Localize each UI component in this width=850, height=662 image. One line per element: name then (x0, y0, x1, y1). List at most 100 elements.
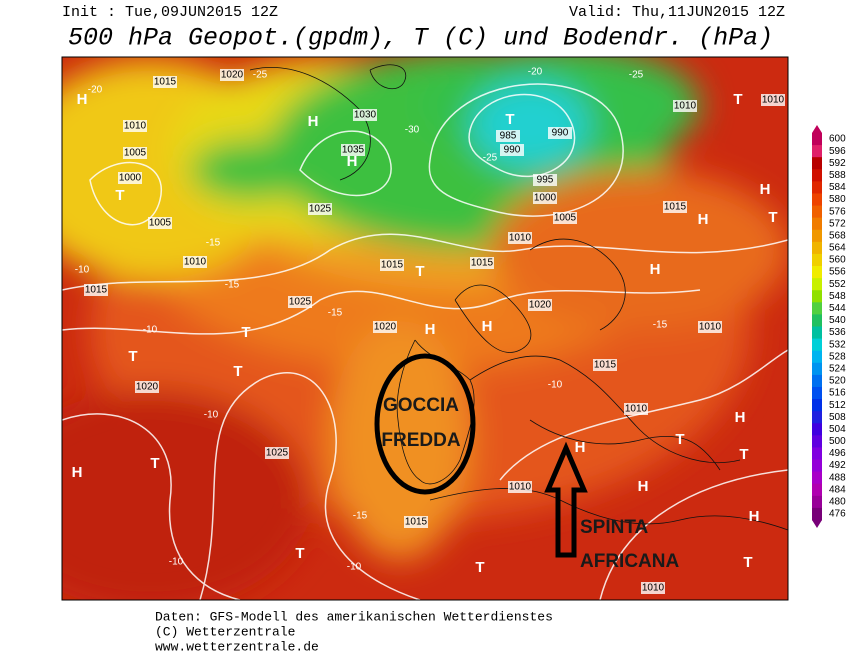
colorbar-swatch (812, 386, 822, 400)
isobar-label: 1010 (674, 101, 697, 112)
isobar-label: 1015 (471, 258, 494, 269)
isobar-label: 1010 (184, 257, 207, 268)
isobar-label: 1010 (625, 404, 648, 415)
temperature-label: -10 (347, 562, 362, 573)
temperature-label: -15 (206, 238, 221, 249)
isobar-label-box (153, 76, 177, 88)
temperature-label: -30 (405, 125, 420, 136)
push-arrow (544, 441, 588, 558)
isobar-label: 1025 (266, 448, 289, 459)
isobar-label-box (593, 359, 617, 371)
pressure-center: H (698, 211, 709, 228)
colorbar-swatch (812, 229, 822, 243)
footer-line: Daten: GFS-Modell des amerikanischen Wet… (155, 609, 553, 624)
colorbar-label: 600 (829, 134, 846, 145)
temperature-label: -10 (548, 380, 563, 391)
colorbar-swatch (812, 314, 822, 327)
colorbar-label: 528 (829, 351, 846, 362)
colorbar-swatch (812, 483, 822, 497)
isobar-label-box (118, 172, 142, 184)
colorbar-label: 556 (829, 267, 846, 278)
isobar-label: 1020 (374, 322, 397, 333)
colorbar-label: 488 (829, 472, 846, 483)
colorbar-label: 576 (829, 206, 846, 217)
footer-line: (C) Wetterzentrale (155, 624, 295, 639)
colorbar-label: 516 (829, 388, 846, 399)
isobar-label-box (698, 321, 722, 333)
temperature-label: -15 (328, 308, 343, 319)
isobar-label-box (624, 403, 648, 415)
isobar-label-box (508, 481, 532, 493)
pressure-center: T (128, 348, 137, 365)
isobar-label: 1010 (699, 322, 722, 333)
isobar-label-box (404, 516, 428, 528)
isobar-label-box (288, 296, 312, 308)
colorbar-label: 552 (829, 279, 846, 290)
isolines (62, 83, 788, 600)
init-time: Init : Tue,09JUN2015 12Z (62, 4, 278, 21)
isobar-label: 1000 (119, 173, 142, 184)
temperature-label: -15 (225, 280, 240, 291)
annotation-text: SPINTA (580, 517, 649, 538)
valid-time: Valid: Thu,11JUN2015 12Z (569, 4, 785, 21)
isobar-label-box (123, 120, 147, 132)
colorbar-swatch (812, 145, 822, 158)
colorbar-label: 596 (829, 146, 846, 157)
isobar-label-box (380, 259, 404, 271)
colorbar-label: 584 (829, 182, 846, 193)
colorbar-swatch (812, 169, 822, 182)
colorbar-label: 580 (829, 194, 846, 205)
isobar-label: 1015 (405, 517, 428, 528)
isobar-label-box (673, 100, 697, 112)
colorbar-label: 492 (829, 460, 846, 471)
colorbar-swatch (812, 217, 822, 231)
pressure-center: T (241, 324, 250, 341)
temperature-label: -10 (204, 410, 219, 421)
colorbar-cap (812, 125, 822, 133)
colorbar-swatch (812, 302, 822, 315)
colorbar-label: 568 (829, 230, 846, 241)
isobar-label: 1015 (594, 360, 617, 371)
colorbar-swatch (812, 423, 822, 436)
isobar-label: 995 (537, 175, 554, 186)
isobar-label: 990 (552, 128, 569, 139)
colorbar-label: 504 (829, 424, 846, 435)
temperature-label: -15 (353, 511, 368, 522)
isobar-label-box (533, 174, 557, 186)
pressure-center: H (72, 464, 83, 481)
isobar-label-box (123, 147, 147, 159)
colorbar-label: 592 (829, 158, 846, 169)
colorbar-label: 508 (829, 412, 846, 423)
pressure-center: H (735, 409, 746, 426)
pressure-center: T (733, 91, 742, 108)
pressure-center: T (115, 187, 124, 204)
pressure-center: T (505, 111, 514, 128)
colorbar-swatch (812, 157, 822, 170)
field-shading (62, 57, 788, 600)
pressure-center: T (675, 431, 684, 448)
colorbar-swatch (812, 241, 822, 255)
colorbar-swatch (812, 290, 822, 303)
pressure-center: H (77, 91, 88, 108)
colorbar-swatch (812, 507, 822, 521)
pressure-center: T (475, 559, 484, 576)
isobar-label: 1020 (529, 300, 552, 311)
pressure-center: H (482, 318, 493, 335)
isobar-label-box (220, 69, 244, 81)
isobar-label: 1020 (136, 382, 159, 393)
pressure-center: H (308, 113, 319, 130)
colorbar-label: 500 (829, 436, 846, 447)
colorbar-label: 536 (829, 327, 846, 338)
pressure-center: T (768, 209, 777, 226)
isobar-label-box (135, 381, 159, 393)
isobar-label-box (308, 203, 332, 215)
isobar-label: 1005 (554, 213, 577, 224)
isobar-label: 1015 (664, 202, 687, 213)
isobar-label-box (496, 130, 520, 142)
isobar-label-box (148, 217, 172, 229)
isobar-label-box (663, 201, 687, 213)
annotation-text: AFRICANA (580, 551, 679, 572)
isobar-label: 1005 (124, 148, 147, 159)
pressure-center: H (749, 508, 760, 525)
